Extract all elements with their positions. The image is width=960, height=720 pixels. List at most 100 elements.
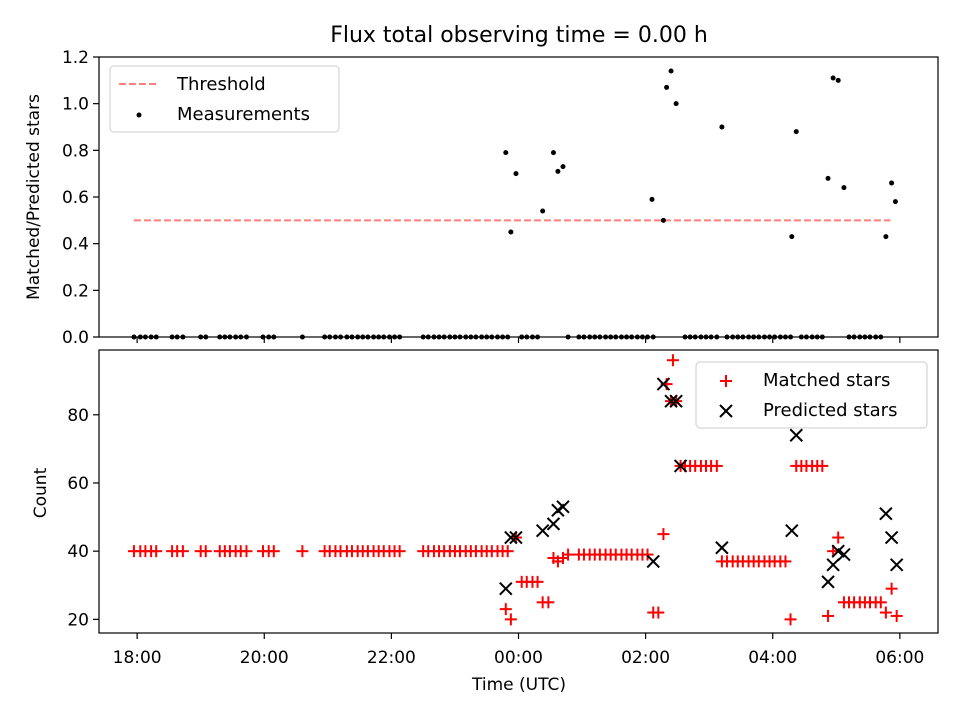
matched-star-point — [822, 609, 835, 622]
matched-star-point — [150, 545, 163, 558]
matched-stars-layer — [127, 354, 903, 626]
measurements-legend-marker — [136, 112, 142, 118]
predicted-stars-layer — [499, 377, 904, 596]
predicted-legend-marker — [719, 404, 733, 418]
matched-star-point — [784, 613, 797, 626]
measurement-point — [513, 171, 519, 177]
matched-star-point — [879, 606, 892, 619]
bottom-y-tick-label: 40 — [67, 542, 89, 562]
matched-star-point — [874, 596, 887, 609]
predicted-star-point — [826, 558, 840, 572]
matched-star-point — [504, 613, 517, 626]
bottom-x-tick-label: 20:00 — [240, 648, 289, 668]
measurement-point — [668, 68, 674, 74]
predicted-star-point — [546, 517, 561, 531]
matched-star-point — [542, 596, 555, 609]
matched-star-point — [176, 545, 189, 558]
measurement-point — [508, 229, 514, 235]
predicted-star-point — [889, 558, 904, 572]
matched-star-point — [652, 606, 665, 619]
bottom-x-tick-label: 18:00 — [113, 648, 162, 668]
matched-star-point — [562, 548, 575, 561]
measurement-point — [719, 124, 725, 130]
predicted-legend-label: Predicted stars — [763, 400, 897, 421]
predicted-star-point — [673, 459, 688, 473]
predicted-star-point — [669, 394, 683, 408]
bottom-x-tick-label: 02:00 — [621, 648, 670, 668]
matched-legend-label: Matched stars — [763, 370, 890, 391]
predicted-star-point — [821, 575, 835, 589]
top-plot-frame — [98, 56, 939, 338]
top-legend: Threshold Measurements — [109, 65, 340, 133]
threshold-legend-label: Threshold — [176, 74, 266, 95]
matched-star-point — [393, 545, 406, 558]
measurement-point — [560, 164, 566, 170]
predicted-star-point — [499, 581, 513, 596]
predicted-star-point — [646, 554, 660, 569]
measurement-point — [660, 217, 666, 223]
bottom-x-tick-label: 22:00 — [367, 648, 416, 668]
matched-star-point — [657, 528, 670, 541]
matched-star-point — [199, 545, 212, 558]
bottom-y-ticks: 20 40 60 80 — [67, 406, 99, 630]
predicted-star-point — [837, 547, 851, 562]
measurement-point — [825, 175, 831, 181]
top-y-tick-label: 0.8 — [62, 141, 89, 161]
bottom-x-tick-label: 04:00 — [748, 648, 797, 668]
matched-star-point — [890, 609, 903, 622]
bottom-plot-frame — [98, 349, 939, 634]
bottom-legend: Matched stars Predicted stars — [695, 361, 928, 429]
top-y-tick-label: 0.4 — [62, 235, 89, 255]
measurement-point — [550, 150, 556, 156]
measurement-point — [540, 208, 546, 214]
x-axis-label: Time (UTC) — [471, 675, 566, 695]
predicted-star-point — [785, 524, 799, 538]
matched-star-point — [666, 354, 679, 367]
measurement-point — [673, 101, 679, 107]
matched-star-point — [499, 603, 512, 616]
matched-star-point — [240, 545, 253, 558]
measurement-point — [835, 77, 841, 83]
measurements-legend-label: Measurements — [177, 104, 310, 125]
star-count-panel: Count Time (UTC) 20 40 60 80 18:00 20:00 22:0… — [31, 349, 939, 695]
bottom-y-tick-label: 60 — [67, 474, 89, 494]
matched-star-point — [267, 545, 280, 558]
measurement-point — [664, 84, 670, 90]
bottom-x-tick-label: 06:00 — [875, 648, 924, 668]
measurement-point — [889, 180, 895, 186]
matched-star-point — [832, 531, 845, 544]
measurement-point — [503, 150, 509, 156]
top-y-axis-label: Matched/Predicted stars — [24, 94, 44, 300]
top-y-tick-label: 0.2 — [62, 281, 89, 301]
matched-star-point — [501, 545, 514, 558]
matched-star-point — [816, 459, 829, 472]
predicted-star-point — [664, 394, 678, 408]
top-y-ticks: 0.0 0.2 0.4 0.6 0.8 1.0 1.2 — [62, 48, 99, 348]
measurement-point — [555, 168, 561, 174]
measurement-point — [789, 234, 795, 240]
matched-star-point — [885, 582, 898, 595]
measurement-point — [883, 234, 889, 240]
predicted-star-point — [879, 506, 893, 521]
matched-star-point — [531, 575, 544, 588]
measurement-point — [830, 75, 836, 81]
predicted-star-point — [504, 530, 518, 545]
bottom-y-tick-label: 80 — [67, 406, 89, 426]
bottom-x-tick-label: 00:00 — [494, 648, 543, 668]
predicted-star-point — [656, 377, 671, 391]
top-legend-box — [109, 65, 340, 133]
bottom-y-axis-label: Count — [31, 467, 51, 518]
top-x-ticks — [136, 337, 901, 343]
measurement-point — [892, 199, 898, 205]
bottom-y-tick-label: 20 — [67, 610, 89, 630]
top-y-tick-label: 1.0 — [62, 95, 89, 115]
measurement-point — [793, 129, 799, 135]
measurement-point — [841, 185, 847, 191]
top-y-tick-label: 1.2 — [62, 48, 89, 68]
top-y-tick-label: 0.0 — [62, 328, 89, 348]
predicted-star-point — [789, 428, 803, 442]
matched-star-point — [641, 548, 654, 561]
predicted-star-point — [509, 530, 523, 545]
matched-star-point — [779, 555, 792, 568]
